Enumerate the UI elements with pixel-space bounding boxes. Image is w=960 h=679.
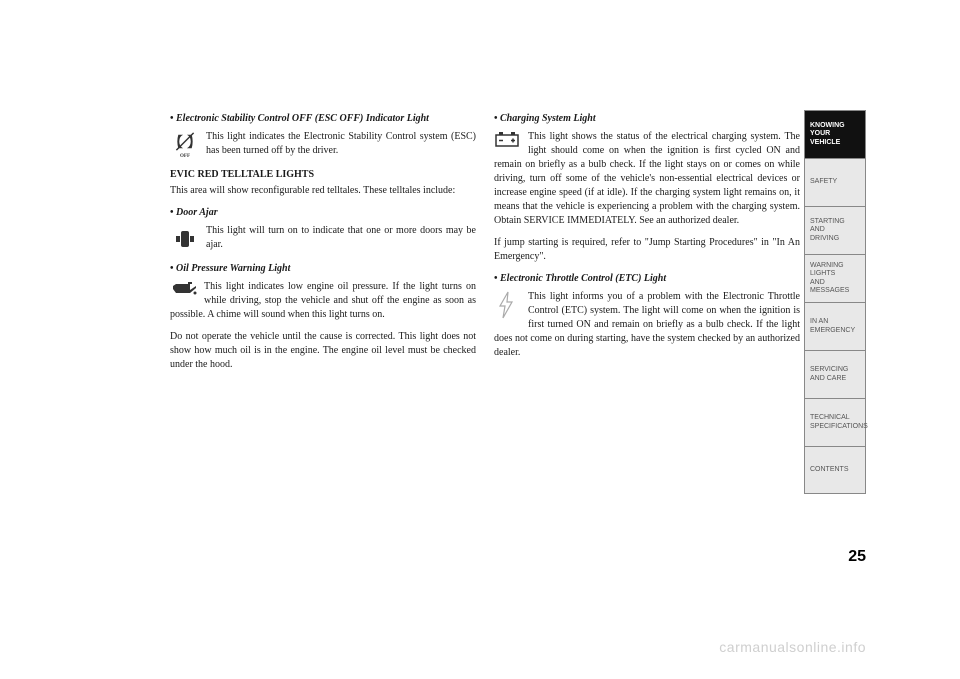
esc-off-icon: OFF (170, 130, 200, 160)
item-etc: • Electronic Throttle Control (ETC) Ligh… (494, 272, 800, 286)
tab-servicing[interactable]: SERVICINGAND CARE (804, 350, 866, 398)
charging-text1: This light shows the status of the elect… (494, 131, 800, 226)
etc-title: Electronic Throttle Control (ETC) Light (500, 273, 666, 284)
charging-title: Charging System Light (500, 113, 596, 124)
battery-icon (494, 130, 524, 152)
sidebar-nav: KNOWINGYOURVEHICLE SAFETY STARTINGANDDRI… (804, 110, 866, 494)
page-content: • Electronic Stability Control OFF (ESC … (170, 110, 800, 570)
tab-emergency[interactable]: IN ANEMERGENCY (804, 302, 866, 350)
tab-label: CONTENTS (810, 466, 849, 474)
tab-label: STARTINGANDDRIVING (810, 218, 845, 243)
column-right: • Charging System Light This light shows… (494, 110, 800, 570)
door-ajar-text: This light will turn on to indicate that… (206, 224, 476, 254)
oil-text1: This light indicates low engine oil pres… (170, 281, 476, 320)
tab-label: SAFETY (810, 178, 837, 186)
tab-technical[interactable]: TECHNICALSPECIFICATIONS (804, 398, 866, 446)
evic-para: This area will show reconfigurable red t… (170, 184, 476, 198)
tab-label: IN ANEMERGENCY (810, 318, 855, 335)
tab-label: TECHNICALSPECIFICATIONS (810, 414, 868, 431)
lightning-icon (494, 290, 524, 324)
oil-block: This light indicates low engine oil pres… (170, 280, 476, 322)
evic-heading: EVIC RED TELLTALE LIGHTS (170, 168, 476, 182)
esc-off-block: OFF This light indicates the Electronic … (170, 130, 476, 160)
page-number: 25 (848, 548, 866, 566)
door-ajar-icon (170, 224, 200, 254)
watermark: carmanualsonline.info (719, 639, 866, 655)
tab-warning-lights[interactable]: WARNINGLIGHTSANDMESSAGES (804, 254, 866, 302)
esc-off-text: This light indicates the Electronic Stab… (206, 130, 476, 160)
tab-label: SERVICINGAND CARE (810, 366, 848, 383)
column-left: • Electronic Stability Control OFF (ESC … (170, 110, 476, 570)
item-charging: • Charging System Light (494, 112, 800, 126)
door-ajar-title: Door Ajar (176, 207, 218, 218)
tab-knowing-vehicle[interactable]: KNOWINGYOURVEHICLE (804, 110, 866, 158)
charging-block: This light shows the status of the elect… (494, 130, 800, 228)
etc-block: This light informs you of a problem with… (494, 290, 800, 360)
oil-text2: Do not operate the vehicle until the cau… (170, 330, 476, 372)
item-oil: • Oil Pressure Warning Light (170, 262, 476, 276)
item-door-ajar: • Door Ajar (170, 206, 476, 220)
charging-text2: If jump starting is required, refer to "… (494, 236, 800, 264)
tab-safety[interactable]: SAFETY (804, 158, 866, 206)
oil-can-icon (170, 280, 200, 302)
oil-title: Oil Pressure Warning Light (176, 263, 290, 274)
etc-text: This light informs you of a problem with… (494, 291, 800, 358)
tab-contents[interactable]: CONTENTS (804, 446, 866, 494)
item-esc-off: • Electronic Stability Control OFF (ESC … (170, 112, 476, 126)
tab-label: KNOWINGYOURVEHICLE (810, 122, 845, 147)
door-ajar-block: This light will turn on to indicate that… (170, 224, 476, 254)
tab-label: WARNINGLIGHTSANDMESSAGES (810, 262, 849, 296)
tab-starting-driving[interactable]: STARTINGANDDRIVING (804, 206, 866, 254)
esc-off-title: Electronic Stability Control OFF (ESC OF… (176, 113, 429, 124)
